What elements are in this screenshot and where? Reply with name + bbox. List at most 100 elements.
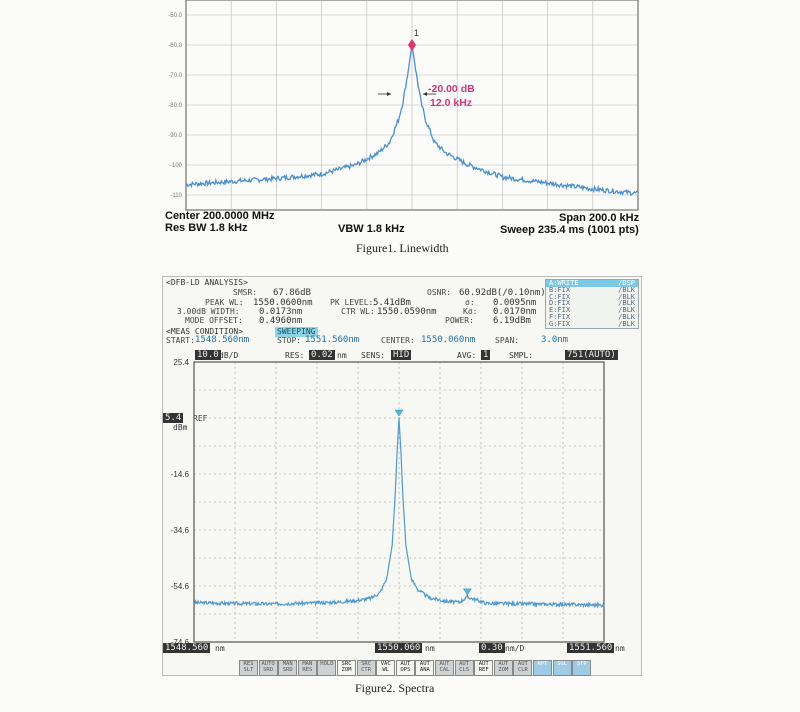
softkey-sgl[interactable]: SGL (552, 660, 572, 676)
mode-offset-value: 0.4960nm (259, 316, 303, 326)
start-value[interactable]: 1548.560nm (195, 335, 250, 345)
x-start-value: 1548.560 (163, 643, 211, 653)
softkey-man-srd[interactable]: MAN SRD (278, 660, 298, 676)
softkey-aut-ref[interactable]: AUT REF (474, 660, 494, 676)
sweeping-indicator: SWEEPING (275, 327, 318, 337)
smpl-label: SMPL: (509, 351, 534, 360)
resolution-bandwidth: Res BW 1.8 kHz (165, 222, 248, 234)
trace-d[interactable]: D:FIX/BLK (549, 299, 635, 308)
softkey-res-slt[interactable]: RES SLT (239, 660, 258, 676)
width-label: 3.00dB WIDTH: (177, 307, 240, 316)
pk-level-value: 5.41dBm (373, 298, 411, 308)
sens-label: SENS: (361, 351, 386, 360)
figure1-caption: Figure1. Linewidth (356, 241, 449, 255)
sigma-value: 0.0095nm (493, 298, 537, 308)
x-stop-unit: nm (615, 644, 625, 653)
softkey-auto-srd[interactable]: AUTO SRD (258, 660, 278, 676)
res-unit: nm (337, 351, 347, 360)
ksigma-label: Kσ: (463, 307, 478, 316)
analysis-title: <DFB-LD ANALYSIS> (166, 278, 248, 287)
y-tick-label: -80.0 (168, 103, 182, 109)
osnr-label: OSNR: (427, 288, 452, 297)
marker-1-label: 1 (414, 28, 419, 38)
grid (186, 0, 638, 210)
pk-level-label: PK LEVEL: (330, 298, 374, 307)
softkey-rpt[interactable]: RPT (533, 660, 552, 676)
ctr-wl-value: 1550.0590nm (377, 307, 437, 317)
x-center-value: 1550.060 (375, 643, 423, 653)
osa-screen: <DFB-LD ANALYSIS> SMSR: 67.86dB OSNR: 60… (162, 276, 642, 676)
y-tick-label: -110 (170, 193, 182, 199)
res-label: RES: (285, 351, 305, 360)
softkey-man-res[interactable]: MAN RES (297, 660, 317, 676)
mode-offset-label: MODE OFFSET: (185, 316, 243, 325)
trace-g[interactable]: G:FIX/BLK (549, 319, 635, 328)
span-value[interactable]: 3.0nm (541, 335, 569, 345)
softkey-hold[interactable]: HOLD (317, 660, 337, 676)
y-tick-label: -90.0 (168, 133, 182, 139)
avg-label: AVG: (457, 351, 477, 360)
trace-b[interactable]: B:FIX/BLK (549, 285, 635, 294)
softkey-aut-ops[interactable]: AUT OPS (395, 660, 415, 676)
x-start-unit: nm (215, 644, 225, 653)
annotation-level: -20.00 dB (428, 83, 475, 95)
ksigma-value: 0.0170nm (493, 307, 537, 317)
power-label: POWER: (445, 316, 474, 325)
softkey-src-ctr[interactable]: SRC CTR (356, 660, 376, 676)
ctr-wl-label: CTR WL: (341, 307, 375, 316)
span: Span 200.0 kHz (559, 212, 640, 224)
avg-value[interactable]: 1 (481, 350, 491, 360)
x-stop-value: 1551.560 (567, 643, 615, 653)
y-tick-label: -70.0 (168, 73, 182, 79)
ref-unit: dBm (173, 423, 188, 432)
osnr-value: 60.92dB(/0.10nm) (459, 288, 546, 298)
video-bandwidth: VBW 1.8 kHz (338, 223, 405, 235)
center-label: CENTER: (381, 336, 415, 345)
center-frequency: Center 200.0000 MHz (165, 210, 275, 222)
start-label: START: (166, 336, 195, 345)
trace-c[interactable]: C:FIX/BLK (549, 292, 635, 301)
softkey-stp[interactable]: STP (572, 660, 592, 676)
trace-e[interactable]: E:FIX/BLK (549, 306, 635, 315)
stop-value[interactable]: 1551.560nm (305, 335, 360, 345)
x-div-value: 0.30 (479, 643, 505, 653)
figure2-caption: Figure2. Spectra (355, 681, 435, 695)
y-tick-labels: -50.0 -60.0 -70.0 -80.0 -90.0 -100 -110 (168, 13, 182, 199)
peak-wl-label: PEAK WL: (205, 298, 244, 307)
ref-label: REF (193, 414, 208, 423)
power-value: 6.19dBm (493, 316, 531, 326)
softkey-aut-clr[interactable]: AUT CLR (513, 660, 533, 676)
smsr-label: SMSR: (233, 288, 258, 297)
x-center-unit: nm (425, 644, 435, 653)
sens-value[interactable]: HID (391, 350, 412, 360)
softkey-aut-cal[interactable]: AUT CAL (435, 660, 454, 676)
meas-condition: <MEAS CONDITION> (166, 327, 244, 336)
scale-value[interactable]: 10.0 (195, 350, 221, 360)
scale-unit: dB/D (219, 351, 239, 360)
span-label: SPAN: (495, 336, 520, 345)
peak-wl-value: 1550.0600nm (253, 298, 313, 308)
linewidth-chart: -50.0 -60.0 -70.0 -80.0 -90.0 -100 -110 1 -20.… (168, 0, 639, 211)
trace-list: A:WRITE/DSP B:FIX/BLK C:FIX/BLK D:FIX/BL… (545, 279, 639, 329)
width-value: 0.0173nm (259, 307, 303, 317)
smsr-value: 67.86dB (273, 288, 311, 298)
ref-value: 5.4 (163, 413, 184, 423)
trace-f[interactable]: F:FIX/BLK (549, 312, 635, 321)
smpl-value[interactable]: 751(AUTO) (565, 350, 618, 360)
softkey-vac-wl[interactable]: VAC WL (376, 660, 396, 676)
trace-a[interactable]: A:WRITE/DSP (546, 280, 638, 287)
stop-label: STOP: (277, 336, 302, 345)
sweep: Sweep 235.4 ms (1001 pts) (500, 224, 639, 236)
y-tick-label: -60.0 (168, 43, 182, 49)
res-value[interactable]: 0.02 (309, 350, 335, 360)
y-tick-label: -50.0 (168, 13, 182, 19)
y-tick-label: -100 (170, 163, 183, 169)
sigma-label: σ: (465, 298, 475, 307)
softkey-src-zom[interactable]: SRC ZOM (337, 660, 356, 676)
softkey-aut-zom[interactable]: AUT ZOM (493, 660, 513, 676)
softkey-aut-ana[interactable]: AUT ANA (415, 660, 435, 676)
softkey-aut-cls[interactable]: AUT CLS (454, 660, 474, 676)
x-div-unit: nm/D (505, 644, 525, 653)
bandwidth-arrows (378, 92, 436, 96)
center-value[interactable]: 1550.060nm (421, 335, 476, 345)
